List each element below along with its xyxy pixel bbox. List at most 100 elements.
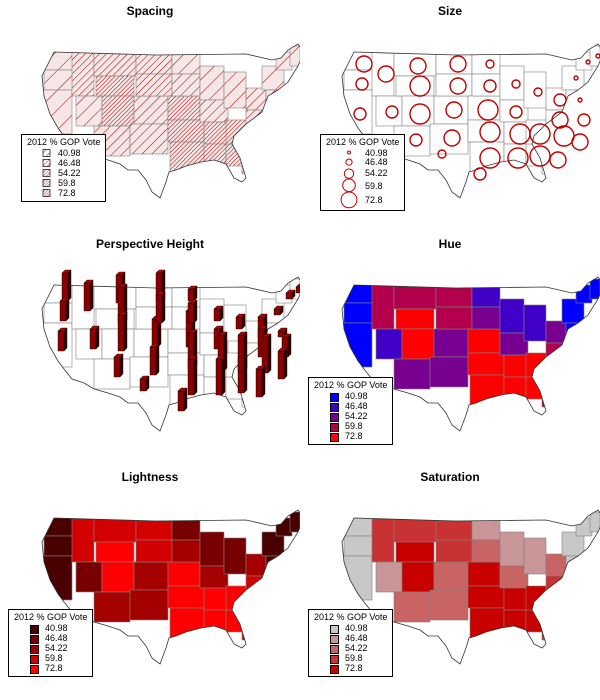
state-region: [199, 65, 225, 101]
state-region: [567, 362, 587, 384]
height-bar: [139, 375, 150, 392]
legend-entry: 40.98: [326, 148, 399, 158]
map-circle: [549, 151, 567, 169]
state-region: [199, 531, 225, 567]
state-region: [245, 87, 267, 111]
legend-value: 59.8: [365, 180, 383, 191]
legend-value: 54.22: [45, 643, 68, 653]
legend-swatch: [28, 663, 40, 674]
state-region: [371, 51, 395, 97]
state-region: [342, 89, 373, 135]
state-region: [343, 69, 377, 91]
legend-swatch: [42, 169, 51, 177]
map-circle: [445, 101, 463, 119]
legend-entry: 54.22: [14, 643, 87, 654]
legend-swatch: [328, 391, 340, 402]
height-bar: [61, 269, 72, 302]
legend-entry: 54.22: [27, 168, 100, 178]
height-bar: [235, 313, 246, 330]
height-bar: [187, 355, 198, 396]
state-region: [429, 356, 469, 388]
legend-value: 72.8: [58, 188, 76, 198]
state-region: [42, 51, 77, 71]
height-bar: [155, 291, 166, 324]
state-region: [133, 561, 169, 591]
state-region: [523, 304, 547, 342]
state-region: [169, 141, 205, 173]
state-region: [567, 595, 587, 617]
height-bar: [89, 325, 100, 350]
state-region: [342, 284, 377, 304]
state-region: [101, 561, 135, 593]
height-bar: [177, 387, 188, 412]
map-circle: [377, 65, 395, 83]
panel-size: Size 2012 % GOP Vote 40.98 46.48 54.22 59.8…: [300, 0, 600, 233]
state-region: [545, 342, 569, 360]
legend-swatch: [42, 179, 51, 187]
state-region: [241, 609, 271, 641]
map-circle: [553, 93, 567, 107]
map-circle: [477, 99, 499, 121]
state-region: [547, 358, 573, 378]
map-circle: [571, 133, 589, 151]
state-region: [395, 541, 435, 563]
state-region: [225, 119, 247, 145]
state-region: [271, 109, 291, 129]
state-region: [129, 589, 169, 621]
state-region: [435, 306, 473, 330]
legend-value: 72.8: [45, 663, 63, 673]
state-region: [223, 537, 247, 575]
map-circle: [449, 55, 467, 73]
state-region: [203, 587, 229, 611]
map-circle: [483, 79, 497, 93]
height-bar: [281, 333, 292, 358]
map-circle: [449, 77, 467, 95]
state-region: [467, 352, 505, 376]
legend-value: 59.8: [345, 653, 363, 663]
state-region: [429, 589, 469, 621]
state-region: [395, 308, 435, 330]
state-region: [43, 69, 77, 91]
height-bar: [117, 311, 128, 352]
legend-entry: 40.98: [14, 623, 87, 634]
state-region: [289, 511, 300, 533]
state-region: [171, 51, 201, 75]
state-region: [371, 284, 395, 330]
panel-hue: Hue 2012 % GOP Vote 40.98 46.48 54.22 59.8 7…: [300, 233, 600, 466]
legend-swatch: [328, 653, 340, 664]
legend-value: 40.98: [58, 148, 81, 158]
height-bar: [261, 333, 272, 374]
legend-swatch: [28, 643, 40, 654]
state-region: [467, 561, 501, 587]
state-region: [95, 308, 135, 330]
legend-swatch: [28, 623, 40, 634]
legend-entry: 59.8: [27, 178, 100, 188]
height-bar: [113, 353, 124, 378]
height-bar: [213, 305, 224, 322]
state-region: [393, 284, 437, 310]
map-circle: [409, 133, 423, 147]
state-region: [371, 517, 395, 563]
legend-title: 2012 % GOP Vote: [314, 380, 388, 390]
legend-value: 72.8: [345, 431, 363, 441]
legend-value: 59.8: [58, 178, 76, 188]
panel-title: Hue: [438, 237, 462, 251]
state-region: [245, 575, 269, 593]
legend-entry: 46.48: [326, 157, 399, 167]
state-region: [167, 119, 205, 143]
legend-value: 46.48: [345, 633, 368, 643]
state-region: [75, 95, 103, 127]
map-circle: [479, 121, 501, 143]
state-region: [471, 539, 501, 563]
legend-entry: 46.48: [314, 633, 387, 644]
state-region: [42, 322, 73, 368]
legend-value: 46.48: [58, 158, 81, 168]
state-region: [93, 591, 131, 623]
state-region: [393, 517, 437, 543]
state-region: [433, 328, 469, 358]
state-region: [101, 95, 135, 127]
panel-spacing: Spacing 2012 % GOP Vote 40.98 46.48 54.22 5…: [0, 0, 300, 233]
legend-circle: [340, 191, 358, 209]
map-circle: [479, 147, 501, 169]
map-legend: 2012 % GOP Vote 40.98 46.48 54.22 59.8 72.8: [308, 609, 394, 677]
